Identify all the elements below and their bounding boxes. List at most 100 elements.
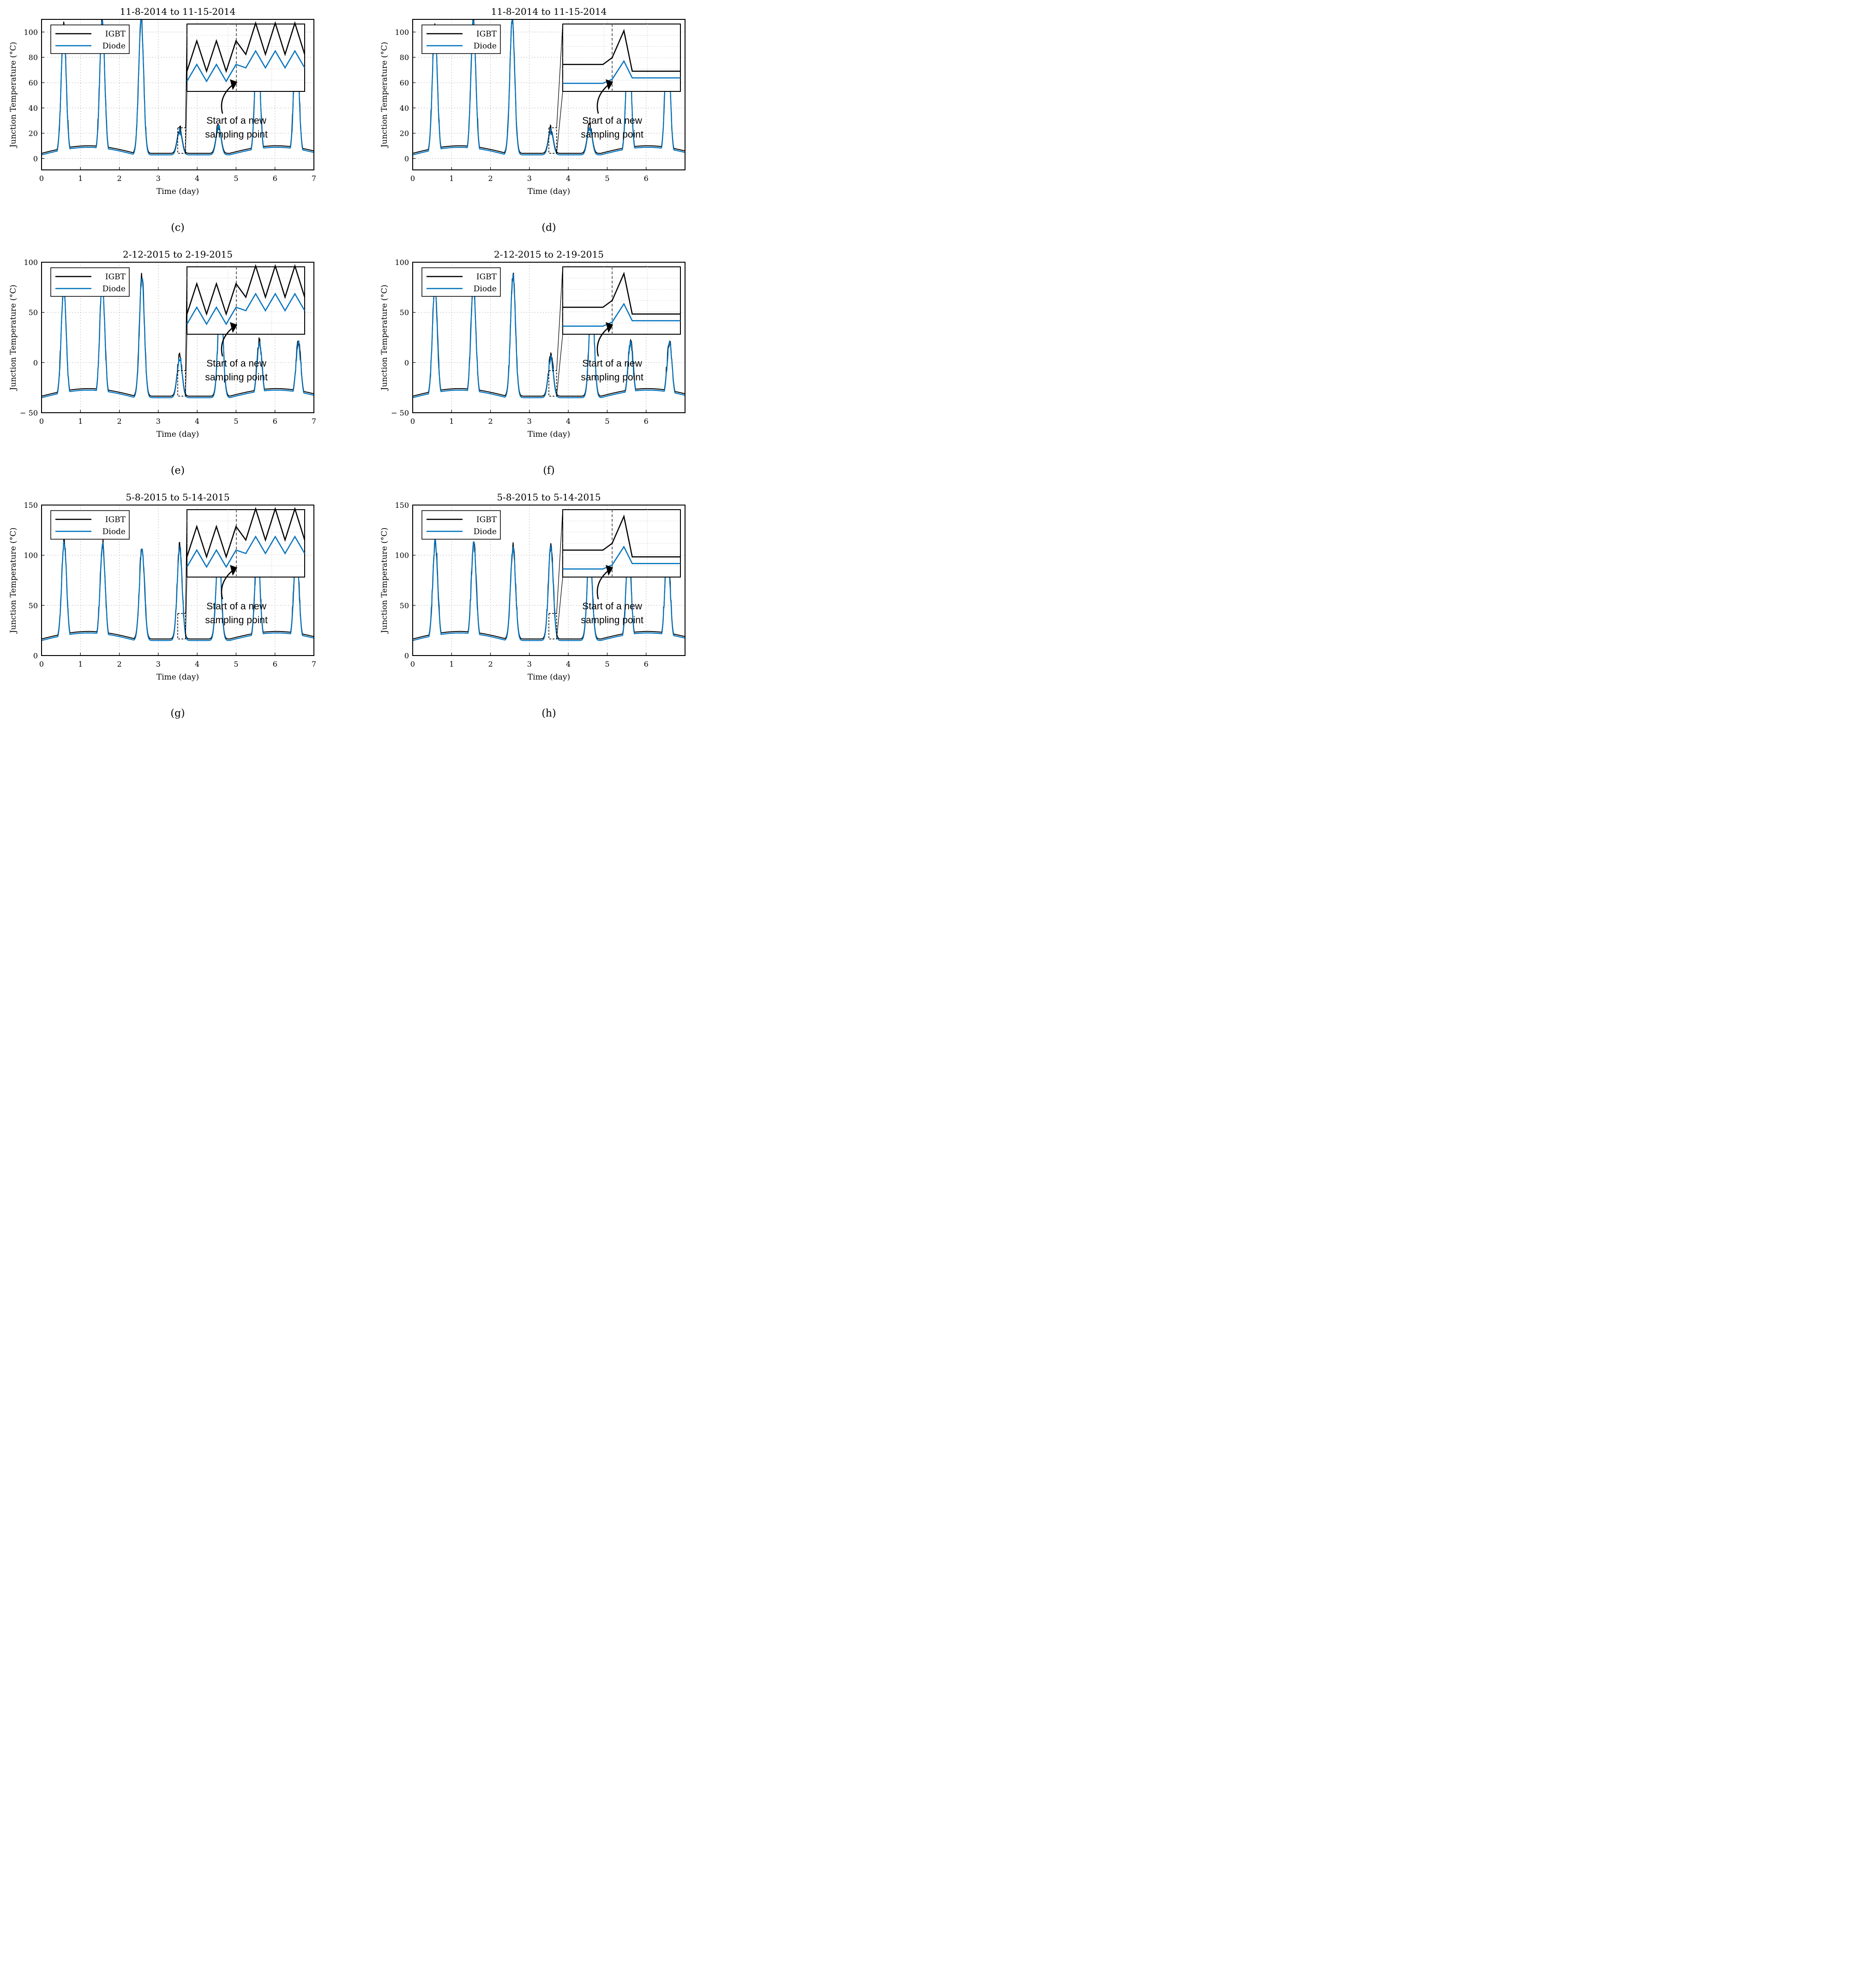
x-tick-label: 5 xyxy=(234,174,238,183)
legend-diode-label: Diode xyxy=(474,284,497,294)
inset-plot: Start of a new sampling point xyxy=(185,264,306,397)
panel-caption: (d) xyxy=(541,222,556,234)
annotation-arrowhead xyxy=(606,79,613,90)
chart-title: 11-8-2014 to 11-15-2014 xyxy=(120,6,236,17)
inset-igbt-line xyxy=(563,29,680,72)
x-tick-label: 0 xyxy=(410,174,415,183)
inset-diode-line xyxy=(563,302,680,327)
x-tick-label: 4 xyxy=(566,174,571,183)
y-tick-label: 80 xyxy=(29,53,38,62)
x-tick-label: 0 xyxy=(39,660,44,668)
x-axis-label: Time (day) xyxy=(156,430,199,439)
inset-diode-line xyxy=(563,60,680,84)
x-tick-label: 4 xyxy=(195,174,199,183)
x-axis-label: Time (day) xyxy=(156,187,199,196)
panel-c: 0 1 2 3 4 5 6 7 0 20 40 60 80 100 11-8-2014 to 11-15-2… xyxy=(9,6,316,234)
x-tick-label: 5 xyxy=(234,417,238,426)
panel-caption: (h) xyxy=(541,708,556,719)
x-tick-label: 6 xyxy=(644,417,649,426)
legend: IGBT Diode xyxy=(421,267,501,297)
annotation-line-2: sampling point xyxy=(581,129,643,140)
zoom-region-box xyxy=(177,613,186,639)
inset-connector xyxy=(556,24,563,128)
inset-igbt-line xyxy=(186,506,306,559)
x-tick-label: 3 xyxy=(527,660,532,668)
x-tick-label: 1 xyxy=(449,660,454,668)
x-tick-label: 5 xyxy=(605,174,609,183)
y-tick-label: 20 xyxy=(400,129,409,138)
legend: IGBT Diode xyxy=(421,24,501,54)
legend-igbt-label: IGBT xyxy=(105,515,126,524)
y-tick-label: 0 xyxy=(404,358,409,367)
annotation-line-1: Start of a new xyxy=(582,601,642,612)
x-tick-label: 7 xyxy=(312,660,316,668)
legend-box xyxy=(421,267,501,297)
legend-diode-label: Diode xyxy=(474,527,497,536)
y-axis-label: Junction Temperature (°C) xyxy=(9,528,18,634)
y-tick-label: 100 xyxy=(24,28,38,36)
annotation-line-2: sampling point xyxy=(205,372,268,383)
x-tick-label: 7 xyxy=(312,174,316,183)
panel-caption: (g) xyxy=(170,708,185,719)
inset-igbt-line xyxy=(186,21,306,73)
x-tick-label: 6 xyxy=(273,174,277,183)
y-tick-label: − 50 xyxy=(20,409,38,417)
axes-box xyxy=(41,505,314,656)
x-tick-label: 3 xyxy=(527,174,532,183)
inset-connector xyxy=(556,266,563,371)
panel-caption: (c) xyxy=(171,222,185,234)
y-tick-label: 20 xyxy=(29,129,38,138)
x-tick-label: 4 xyxy=(566,417,571,426)
annotation-line-2: sampling point xyxy=(581,372,643,383)
chart-title: 2-12-2015 to 2-19-2015 xyxy=(123,249,233,260)
legend-diode-label: Diode xyxy=(102,42,126,51)
annotation-arrowhead xyxy=(606,565,613,576)
annotation-line-1: Start of a new xyxy=(206,358,266,369)
y-axis-label: Junction Temperature (°C) xyxy=(9,42,18,149)
x-tick-label: 5 xyxy=(234,660,238,668)
legend-igbt-label: IGBT xyxy=(105,30,126,39)
axes-box xyxy=(412,505,685,656)
y-tick-label: − 50 xyxy=(391,409,409,417)
x-tick-label: 3 xyxy=(156,660,161,668)
x-tick-label: 4 xyxy=(195,660,199,668)
y-tick-label: 150 xyxy=(395,501,409,510)
x-tick-label: 4 xyxy=(566,660,571,668)
panel-g: 0 1 2 3 4 5 6 7 0 50 100 150 5-8-2015 to 5-14-2015 Ti… xyxy=(9,492,316,719)
y-tick-label: 60 xyxy=(29,78,38,87)
y-tick-label: 50 xyxy=(29,601,38,610)
y-tick-label: 100 xyxy=(24,551,38,560)
chart-title: 5-8-2015 to 5-14-2015 xyxy=(126,492,229,503)
y-tick-label: 150 xyxy=(24,501,38,510)
inset-connector xyxy=(556,334,563,397)
x-tick-label: 6 xyxy=(273,417,277,426)
inset-connector xyxy=(556,509,563,614)
x-tick-label: 0 xyxy=(410,660,415,668)
inset-igbt-line xyxy=(186,264,306,316)
x-tick-label: 2 xyxy=(488,417,493,426)
y-tick-label: 0 xyxy=(33,154,38,163)
legend-igbt-label: IGBT xyxy=(476,272,497,282)
zoom-region-box xyxy=(177,127,186,154)
inset-plot: Start of a new sampling point xyxy=(556,266,681,397)
y-axis-label: Junction Temperature (°C) xyxy=(9,285,18,391)
inset-connector xyxy=(556,91,563,154)
y-tick-label: 0 xyxy=(404,651,409,660)
annotation-line-1: Start of a new xyxy=(206,601,266,612)
x-tick-label: 1 xyxy=(78,174,83,183)
zoom-region-box xyxy=(548,370,557,397)
x-tick-label: 3 xyxy=(527,417,532,426)
chart-title: 11-8-2014 to 11-15-2014 xyxy=(491,6,607,17)
zoom-region-box xyxy=(548,613,557,639)
x-tick-label: 2 xyxy=(117,174,121,183)
series-diode xyxy=(413,539,685,641)
legend: IGBT Diode xyxy=(50,267,130,297)
inset-plot: Start of a new sampling point xyxy=(185,21,306,154)
inset-plot: Start of a new sampling point xyxy=(556,509,681,639)
x-tick-label: 3 xyxy=(156,417,161,426)
inset-connector xyxy=(556,577,563,639)
legend-box xyxy=(50,267,130,297)
x-tick-label: 1 xyxy=(78,417,83,426)
